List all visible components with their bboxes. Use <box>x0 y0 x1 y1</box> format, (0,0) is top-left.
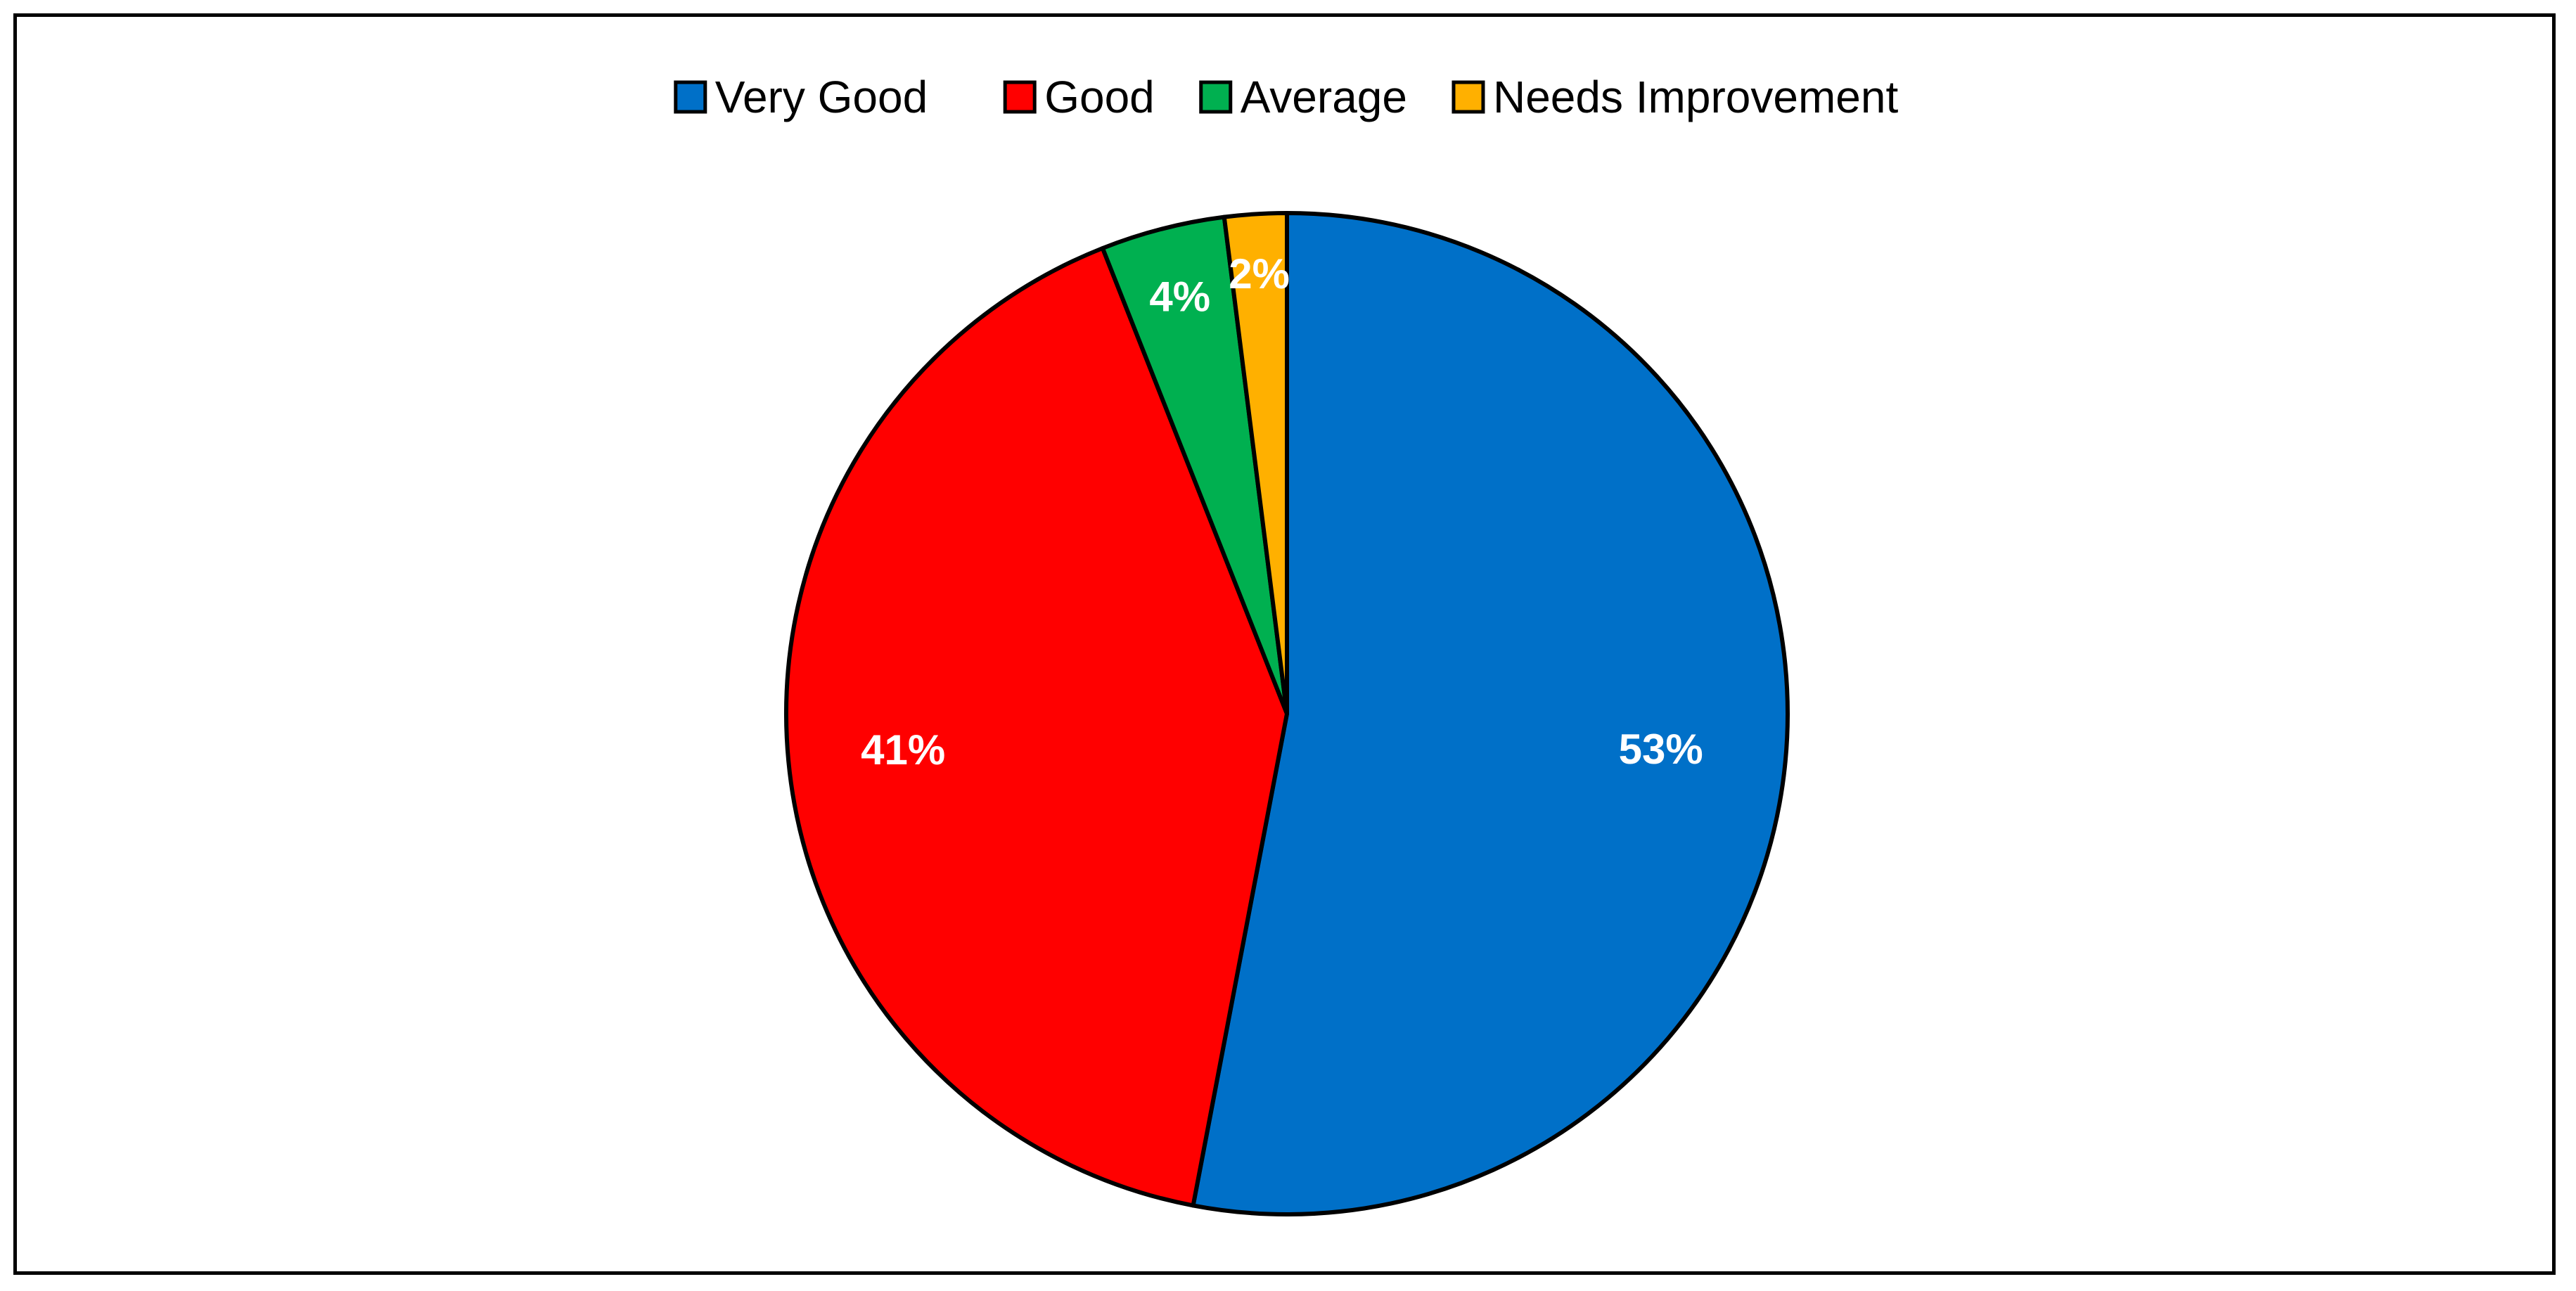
pie-slice-very-good <box>1191 211 1790 1216</box>
legend-label-needs-improvement: Needs Improvement <box>1493 72 1898 122</box>
legend-label-good: Good <box>1044 72 1155 122</box>
data-label-needs-improvement: 2% <box>1229 250 1290 297</box>
data-label-good: 41% <box>861 726 945 773</box>
pie-slice-needs-improvement <box>1222 211 1289 716</box>
data-label-average: 4% <box>1149 273 1210 320</box>
legend-swatch-good <box>1003 80 1037 114</box>
pie-slice-good <box>784 245 1289 1208</box>
legend-item-average: Average <box>1199 72 1407 122</box>
legend-item-good: Good <box>1003 72 1155 122</box>
data-label-very-good: 53% <box>1619 726 1703 773</box>
legend-label-very-good: Very Good <box>715 72 928 122</box>
legend-swatch-very-good <box>674 80 707 114</box>
legend-item-needs-improvement: Needs Improvement <box>1452 72 1898 122</box>
pie-slice-average <box>1100 214 1289 716</box>
legend: Very Good Good Average Needs Improvement <box>674 72 1898 122</box>
data-labels: 53% 41% 4% 2% <box>861 250 1703 773</box>
legend-label-average: Average <box>1241 72 1407 122</box>
legend-item-very-good: Very Good <box>674 72 928 122</box>
pie-slices <box>784 211 1790 1216</box>
legend-swatch-needs-improvement <box>1452 80 1485 114</box>
legend-swatch-average <box>1199 80 1233 114</box>
